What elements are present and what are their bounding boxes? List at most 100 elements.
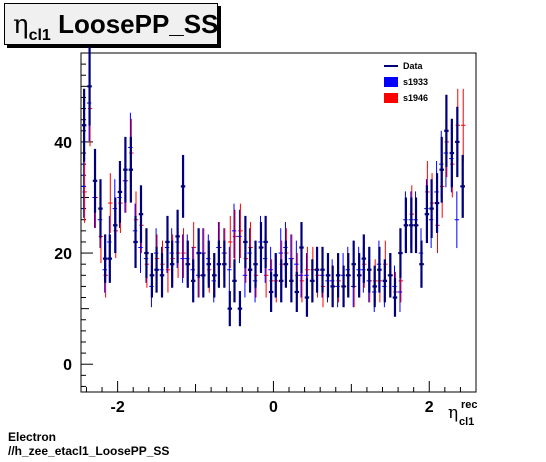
data-point-data [222, 240, 227, 288]
data-point-data [398, 228, 403, 278]
data-point-data [341, 265, 346, 308]
data-point-data [92, 148, 98, 213]
data-point-data [388, 253, 393, 298]
data-point-s1946 [228, 215, 233, 269]
data-point-data [434, 173, 440, 233]
data-point-data [310, 259, 315, 303]
data-point-data [429, 179, 434, 239]
data-point-data [320, 246, 325, 293]
data-point-s1933 [227, 246, 232, 293]
data-point-s1933 [81, 154, 86, 218]
data-point-data [190, 259, 196, 303]
data-point-s1946 [461, 88, 466, 162]
x-axis-subscript: cl1 [459, 416, 475, 428]
footer-line-particle: Electron [8, 430, 57, 444]
data-point-data [237, 291, 243, 327]
data-point-data [367, 246, 372, 293]
data-point-data [138, 185, 144, 244]
data-point-s1946 [232, 209, 238, 264]
title-eta-symbol: η [13, 10, 29, 40]
y-tick-label: 40 [54, 135, 72, 152]
x-axis-eta-symbol: η [448, 403, 459, 423]
data-point-data [253, 240, 258, 288]
data-point-data [413, 197, 419, 254]
x-tick-label: 2 [425, 399, 434, 416]
plot-frame [80, 52, 477, 393]
data-point-data [81, 88, 87, 162]
x-tick-label: 0 [269, 399, 278, 416]
data-point-data [330, 265, 335, 308]
footer-caption: Electron //h_zee_etacl1_LoosePP_SS [8, 430, 169, 458]
data-point-data [196, 228, 201, 278]
data-point-data [351, 240, 356, 288]
data-point-data [279, 259, 284, 303]
axes-frame [80, 52, 477, 393]
data-point-data [361, 234, 367, 283]
data-point-s1933 [237, 209, 242, 264]
data-point-data [243, 215, 248, 269]
data-point-data [263, 215, 268, 269]
data-point-data [212, 253, 217, 298]
data-point-data [175, 209, 180, 264]
data-point-data [144, 228, 149, 278]
data-point-data [283, 240, 289, 288]
data-point-data [382, 259, 388, 303]
title-subscript: cl1 [28, 27, 51, 44]
data-point-data [325, 253, 331, 298]
data-point-data [107, 234, 113, 283]
data-point-data [247, 246, 253, 293]
data-point-data [206, 240, 211, 288]
data-point-data [439, 136, 444, 203]
data-point-data [294, 271, 300, 313]
data-point-data [117, 160, 123, 223]
data-point-data [409, 197, 414, 254]
data-point-data [201, 253, 206, 298]
data-point-data [165, 215, 170, 269]
data-point-data [258, 222, 264, 273]
data-point-data [227, 291, 233, 327]
data-point-s1946 [238, 203, 243, 259]
data-point-data [455, 106, 460, 178]
data-point-data [268, 271, 274, 313]
legend-label-s1946: s1946 [403, 93, 428, 103]
title-main-text: LoosePP_SS [58, 9, 219, 39]
data-point-s1933 [454, 191, 460, 249]
data-point-data [185, 240, 190, 288]
data-point-data [232, 259, 237, 303]
data-point-data [372, 265, 377, 308]
data-point-data [314, 246, 320, 293]
data-point-data [444, 94, 449, 167]
chart-title: ηcl1 LoosePP_SS [13, 6, 218, 47]
data-point-data [356, 253, 362, 298]
data-point-data [87, 47, 92, 126]
data-point-s1946 [82, 160, 87, 223]
legend-label-data: Data [403, 61, 424, 71]
data-point-data [133, 215, 138, 269]
x-tick-label: -2 [111, 399, 125, 416]
legend-swatch-s1946 [384, 93, 398, 103]
data-point-data [377, 246, 382, 293]
y-tick-label: 0 [63, 357, 72, 374]
data-point-s1933 [231, 203, 237, 259]
data-point-data [449, 118, 455, 188]
data-point-data [289, 259, 294, 303]
footer-line-histogram-path: //h_zee_etacl1_LoosePP_SS [8, 444, 170, 458]
data-point-data [216, 240, 222, 288]
data-point-data [346, 253, 351, 298]
x-axis-superscript: rec [461, 399, 478, 411]
data-point-data [128, 136, 134, 203]
data-point-data [304, 278, 310, 317]
data-point-data [335, 253, 341, 298]
data-point-data [392, 278, 398, 317]
legend: Data s1933 s1946 [384, 61, 428, 103]
data-point-data [180, 154, 186, 218]
data-point-data [154, 246, 159, 293]
data-point-data [113, 197, 118, 254]
data-point-s1933 [397, 271, 403, 313]
title-box: ηcl1 LoosePP_SS [4, 3, 218, 45]
data-point-data [102, 234, 108, 283]
legend-swatch-s1933 [384, 77, 398, 87]
data-point-data [403, 197, 409, 254]
